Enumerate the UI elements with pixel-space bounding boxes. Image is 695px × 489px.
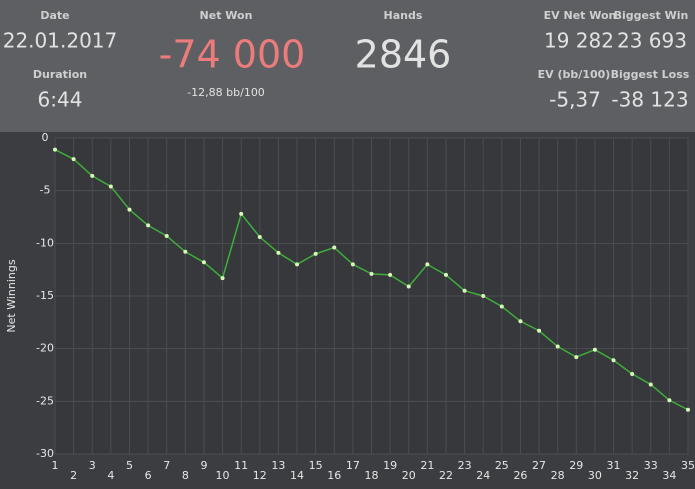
point [295,262,300,267]
x-tick-label: 1 [52,459,59,472]
x-tick-label: 33 [644,459,658,472]
stat-value: -74 000 [159,33,306,77]
y-tick-label: -15 [36,289,54,302]
x-tick-label: 32 [625,469,639,482]
point [406,284,411,289]
x-tick-label: 9 [200,459,207,472]
x-tick-label: 31 [607,459,621,472]
x-tick-label: 15 [309,459,323,472]
point [462,288,467,293]
x-tick-label: 7 [163,459,170,472]
x-tick-label: 8 [182,469,189,482]
point [201,260,206,265]
x-tick-label: 30 [588,469,602,482]
point [164,233,169,238]
stat-label: Date [40,9,69,22]
y-tick-label: -10 [36,236,54,249]
point [611,358,616,363]
x-tick-label: 3 [89,459,96,472]
x-tick-label: 29 [569,459,583,472]
point [518,319,523,324]
stat-label: EV (bb/100) [538,68,611,81]
stat-label: Net Won [200,9,253,22]
point [350,262,355,267]
point [127,207,132,212]
stat-label: Biggest Win [614,9,689,22]
stat-value: 6:44 [38,88,83,112]
x-tick-label: 14 [290,469,304,482]
x-tick-label: 20 [402,469,416,482]
point [71,157,76,162]
point [90,173,95,178]
x-tick-label: 19 [383,459,397,472]
x-tick-label: 17 [346,459,360,472]
x-tick-label: 2 [70,469,77,482]
point [313,251,318,256]
stat-label: EV Net Won [544,9,617,22]
x-tick-label: 25 [495,459,509,472]
stat-value: 19 282 [544,29,614,53]
point [108,184,113,189]
stat-sub: -12,88 bb/100 [187,86,265,99]
x-tick-label: 22 [439,469,453,482]
y-axis-title: Net Winnings [5,259,18,332]
point [388,272,393,277]
x-tick-label: 6 [145,469,152,482]
x-tick-label: 13 [271,459,285,472]
point [481,294,486,298]
point [146,223,151,228]
x-tick-label: 28 [551,469,565,482]
y-tick-label: 0 [42,131,49,144]
stat-label: Biggest Loss [611,68,690,81]
stat-value: 22.01.2017 [3,29,118,53]
point [537,328,542,333]
point [574,355,579,360]
point [667,398,672,403]
x-tick-label: 5 [126,459,133,472]
x-tick-label: 34 [662,469,676,482]
stat-value: 2846 [355,33,452,77]
x-tick-label: 35 [681,459,695,472]
stat-value: 23 693 [617,29,687,53]
y-tick-label: -30 [36,447,54,460]
point [369,271,374,276]
point [686,407,690,412]
x-tick-label: 27 [532,459,546,472]
stat-label: Duration [33,68,87,81]
point [183,249,188,254]
point [648,382,653,387]
y-tick-label: -20 [36,342,54,355]
point [332,245,337,250]
stat-value: -5,37 [549,88,601,112]
y-tick-label: -5 [40,184,51,197]
point [425,262,430,267]
point [239,211,244,216]
x-tick-label: 16 [327,469,341,482]
point [555,344,560,349]
header-panel [0,0,695,132]
x-tick-label: 24 [476,469,490,482]
point [499,304,504,309]
stat-label: Hands [384,9,423,22]
x-tick-label: 12 [253,469,267,482]
point [53,147,57,152]
point [220,276,225,281]
x-tick-label: 21 [420,459,434,472]
x-tick-label: 23 [458,459,472,472]
stat-value: -38 123 [611,88,688,112]
point [276,250,281,255]
point [592,347,597,352]
x-tick-label: 11 [234,459,248,472]
point [443,272,448,277]
x-tick-label: 4 [107,469,114,482]
y-tick-label: -25 [36,394,54,407]
x-tick-label: 18 [365,469,379,482]
x-tick-label: 26 [513,469,527,482]
point [630,371,635,376]
x-tick-label: 10 [216,469,230,482]
point [257,235,262,240]
